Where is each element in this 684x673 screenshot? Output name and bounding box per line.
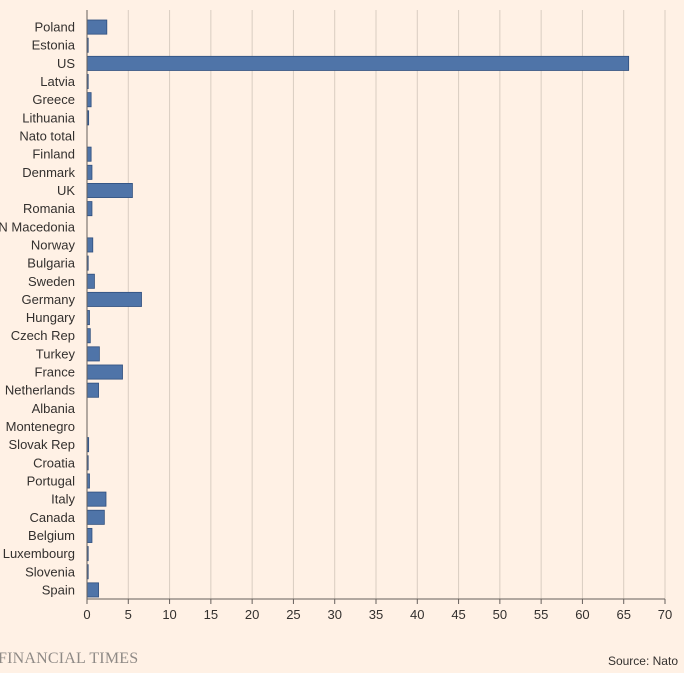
brand-logo: FINANCIAL TIMES: [0, 650, 139, 667]
category-label: Montenegro: [6, 419, 75, 434]
bar-greece: [86, 92, 92, 108]
category-label: Netherlands: [5, 383, 76, 398]
category-label: Bulgaria: [27, 256, 75, 271]
bar-finland: [86, 146, 92, 162]
tick-label-25: 25: [286, 607, 300, 622]
category-label: Lithuania: [22, 110, 76, 125]
category-label: Latvia: [40, 74, 75, 89]
category-labels: Poland Estonia US Latvia Greece Lithuania Nato…: [0, 20, 76, 598]
bar-italy: [86, 491, 107, 507]
category-label: Canada: [29, 510, 75, 525]
tick-label-20: 20: [245, 607, 259, 622]
tick-label-70: 70: [658, 607, 672, 622]
bar-netherlands: [86, 382, 99, 398]
bars: [86, 19, 630, 598]
category-label: US: [57, 56, 75, 71]
bar-poland: [86, 19, 108, 35]
tick-label-65: 65: [616, 607, 630, 622]
category-label: Albania: [32, 401, 76, 416]
bar-germany: [86, 291, 142, 307]
bar-denmark: [86, 164, 93, 180]
bar-canada: [86, 509, 105, 525]
bar-us: [86, 55, 630, 71]
category-label: Czech Rep: [11, 328, 75, 343]
bar-turkey: [86, 346, 100, 362]
category-label: Portugal: [27, 473, 76, 488]
category-label: Belgium: [28, 528, 75, 543]
bar-sweden: [86, 273, 95, 289]
category-label: Romania: [23, 201, 76, 216]
category-label: France: [35, 365, 75, 380]
category-label: UK: [57, 183, 75, 198]
category-label: Italy: [51, 492, 75, 507]
category-label: Finland: [32, 147, 75, 162]
category-label: Slovak Rep: [9, 437, 75, 452]
bar-norway: [86, 237, 94, 253]
tick-label-10: 10: [162, 607, 176, 622]
bar-romania: [86, 201, 93, 217]
tick-label-30: 30: [327, 607, 341, 622]
category-label: Hungary: [26, 310, 76, 325]
tick-label-5: 5: [125, 607, 132, 622]
bar-uk: [86, 183, 133, 198]
category-label: Slovenia: [25, 564, 76, 579]
tick-label-35: 35: [369, 607, 383, 622]
gridlines: [127, 10, 666, 599]
category-label: Croatia: [33, 455, 76, 470]
x-axis-ticks: 0 5 10 15 20 25 30 35 40 45 50 55 60 65 70: [83, 599, 672, 622]
category-label: Luxembourg: [3, 546, 75, 561]
category-label: Sweden: [28, 274, 75, 289]
category-label: Greece: [32, 92, 75, 107]
tick-label-60: 60: [575, 607, 589, 622]
tick-label-55: 55: [534, 607, 548, 622]
category-label: N Macedonia: [0, 219, 76, 234]
bar-belgium: [86, 527, 93, 543]
tick-label-0: 0: [83, 607, 90, 622]
category-label: Turkey: [36, 346, 76, 361]
category-label: Norway: [31, 237, 76, 252]
category-label: Estonia: [32, 38, 76, 53]
tick-label-50: 50: [493, 607, 507, 622]
bar-spain: [86, 582, 99, 598]
tick-label-40: 40: [410, 607, 424, 622]
source-note: Source: Nato: [607, 654, 678, 668]
tick-label-45: 45: [451, 607, 465, 622]
category-label: Nato total: [19, 129, 75, 144]
category-label: Poland: [35, 20, 75, 35]
bar-france: [86, 364, 123, 380]
category-label: Germany: [22, 292, 76, 307]
category-label: Spain: [42, 582, 75, 597]
category-label: Denmark: [22, 165, 75, 180]
tick-label-15: 15: [204, 607, 218, 622]
